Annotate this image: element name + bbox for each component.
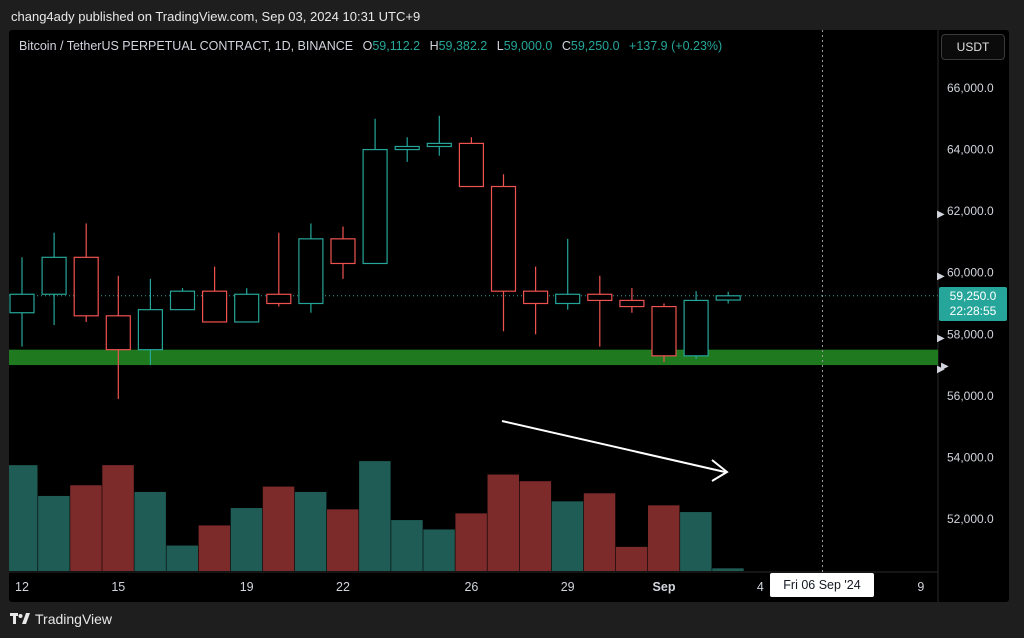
candlestick-chart[interactable]: ▶ 66,000.0 64,000.0 62,000.0 60,000.0 58,000.… bbox=[9, 30, 1009, 602]
last-price-tag: 59,250.0 22:28:55 bbox=[939, 287, 1007, 321]
publisher-header: chang4ady published on TradingView.com, … bbox=[11, 9, 421, 24]
bar-countdown: 22:28:55 bbox=[949, 304, 997, 318]
price-axis-markers: ▶ ▶ ▶ ▶ bbox=[937, 209, 945, 375]
candle-body bbox=[169, 290, 196, 311]
candle-body bbox=[555, 293, 581, 305]
candle-body bbox=[619, 299, 645, 308]
candle-body bbox=[426, 142, 452, 148]
price-marker-icon: ▶ bbox=[937, 271, 945, 282]
candle-body bbox=[41, 256, 67, 295]
volume-bar bbox=[38, 495, 70, 571]
volume-bar bbox=[327, 509, 359, 571]
time-tick-label: 19 bbox=[240, 580, 254, 594]
last-price: 59,250.0 bbox=[949, 289, 997, 303]
volume-bar bbox=[262, 486, 295, 571]
high-label: H bbox=[429, 39, 439, 53]
price-tick-label: 54,000.0 bbox=[947, 450, 994, 464]
volume-bar bbox=[487, 474, 519, 571]
change-value: +137.9 (+0.23%) bbox=[629, 39, 723, 53]
candle-body bbox=[234, 293, 260, 323]
volume-bar bbox=[712, 568, 744, 571]
candle-body bbox=[651, 305, 677, 357]
low-value: 59,000.0 bbox=[503, 39, 553, 53]
currency-button[interactable]: USDT bbox=[941, 34, 1005, 60]
candle-body bbox=[202, 290, 228, 323]
price-tick-label: 52,000.0 bbox=[947, 512, 994, 526]
price-tick-label: 66,000.0 bbox=[947, 81, 994, 95]
price-marker-icon: ▶ bbox=[937, 364, 945, 375]
price-tick-label: 56,000.0 bbox=[947, 389, 994, 403]
time-tick-label: 26 bbox=[464, 580, 478, 594]
price-tick-label: 64,000.0 bbox=[947, 143, 994, 157]
price-marker-icon: ▶ bbox=[941, 361, 949, 372]
volume-bar bbox=[134, 491, 166, 571]
volume-bar bbox=[391, 520, 423, 571]
candle-body bbox=[298, 238, 324, 305]
trend-arrow-annotation bbox=[501, 420, 729, 482]
close-label: C bbox=[561, 39, 571, 53]
volume-bar bbox=[166, 545, 198, 571]
candle-body bbox=[458, 142, 484, 188]
volume-bar bbox=[455, 513, 487, 571]
low-label: L bbox=[496, 39, 504, 53]
volume-bar bbox=[519, 481, 552, 571]
candle-body bbox=[137, 309, 163, 351]
volume-bar bbox=[102, 465, 134, 571]
close-value: 59,250.0 bbox=[570, 39, 620, 53]
time-tick-label: 15 bbox=[111, 580, 125, 594]
volume-bar bbox=[294, 491, 327, 571]
candle-body bbox=[362, 148, 388, 265]
volume-bar bbox=[230, 508, 263, 571]
symbol-title: Bitcoin / TetherUS PERPETUAL CONTRACT, 1… bbox=[19, 39, 354, 53]
candle-body bbox=[490, 185, 517, 292]
ohlc-legend: Bitcoin / TetherUS PERPETUAL CONTRACT, 1… bbox=[19, 39, 722, 53]
volume-bar bbox=[648, 505, 680, 571]
tradingview-logo-icon bbox=[10, 613, 30, 624]
volume-bar bbox=[9, 465, 38, 571]
volume-bar bbox=[615, 546, 648, 571]
candle-body bbox=[715, 295, 741, 301]
time-tick-label: 4 bbox=[757, 580, 764, 594]
candle-body bbox=[330, 238, 356, 265]
volume-bar bbox=[359, 461, 391, 571]
open-value: 59,112.2 bbox=[372, 39, 421, 53]
candle-body bbox=[587, 293, 613, 302]
time-tick-label: 29 bbox=[561, 580, 575, 594]
candle-body bbox=[683, 299, 709, 357]
price-marker-icon: ▶ bbox=[937, 333, 945, 344]
tradingview-logo[interactable]: TradingView bbox=[10, 611, 112, 627]
time-tick-label: 9 bbox=[917, 580, 924, 594]
volume-bar bbox=[680, 512, 712, 571]
volume-bar bbox=[423, 529, 455, 571]
volume-bar bbox=[551, 501, 584, 571]
chart-frame[interactable]: ▶ 66,000.0 64,000.0 62,000.0 60,000.0 58,000.… bbox=[9, 30, 1009, 602]
candle-body bbox=[105, 315, 131, 351]
price-marker-icon: ▶ bbox=[937, 209, 945, 220]
candle-body bbox=[9, 293, 35, 314]
candle-body bbox=[73, 256, 99, 317]
volume-bar bbox=[70, 485, 102, 571]
high-value: 59,382.2 bbox=[438, 39, 488, 53]
price-tick-label: 62,000.0 bbox=[947, 204, 994, 218]
volume-bar bbox=[583, 493, 616, 571]
time-tick-label: Sep bbox=[653, 580, 676, 594]
time-tick-label: 22 bbox=[336, 580, 350, 594]
open-label: O bbox=[362, 39, 373, 53]
candle-body bbox=[266, 293, 292, 305]
candle-body bbox=[522, 290, 549, 305]
time-tick-label: 12 bbox=[15, 580, 29, 594]
brand-name: TradingView bbox=[35, 611, 113, 627]
volume-bar bbox=[198, 525, 231, 571]
price-tick-label: 60,000.0 bbox=[947, 266, 994, 280]
candle-body bbox=[394, 145, 420, 151]
support-zone bbox=[9, 349, 938, 366]
crosshair-date-label: Fri 06 Sep '24 bbox=[770, 573, 874, 597]
price-tick-label: 58,000.0 bbox=[947, 327, 994, 341]
